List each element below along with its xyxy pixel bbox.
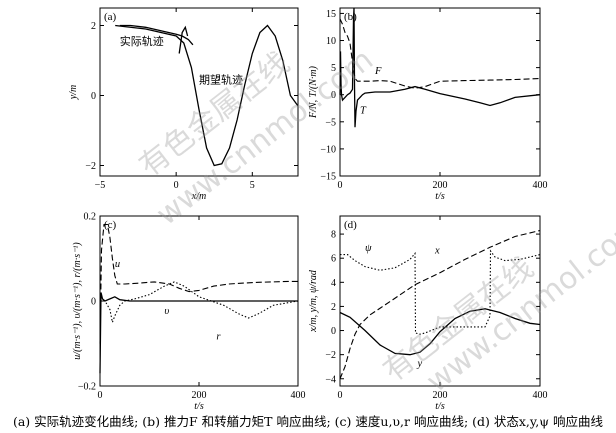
x-axis-label: t/s — [435, 191, 445, 202]
x-tick-label: 200 — [192, 390, 207, 401]
series-line-期望轨迹 — [115, 24, 299, 167]
series-line-segment-3 — [178, 25, 189, 54]
series-line-F — [339, 18, 541, 89]
x-axis-label: t/s — [435, 401, 445, 411]
y-tick-label: 2 — [91, 21, 96, 32]
y-tick-label: −5 — [325, 117, 336, 128]
x-tick-label: 200 — [433, 390, 448, 401]
series-line-实际轨迹 — [119, 24, 194, 46]
y-tick-label: 0 — [91, 297, 96, 308]
plot-frame — [99, 7, 299, 177]
series-line-T — [339, 7, 541, 128]
chart-panel-2 — [339, 7, 541, 177]
series-annotation: r — [216, 331, 221, 342]
series-line-υ — [99, 292, 298, 374]
x-tick-label: 400 — [291, 390, 306, 401]
y-tick-label: 10 — [326, 36, 336, 47]
y-tick-label: 6 — [331, 254, 336, 265]
series-line-y — [339, 308, 541, 356]
x-tick-label: 400 — [533, 390, 548, 401]
series-annotation: 实际轨迹 — [120, 34, 164, 48]
chart-panel-3 — [99, 215, 299, 387]
x-tick-label: 5 — [250, 180, 255, 191]
figure-caption: (a) 实际轨迹变化曲线; (b) 推力F 和转艏力矩T 响应曲线; (c) 速… — [12, 414, 604, 429]
chart-panel-4 — [339, 215, 541, 387]
y-tick-label: 2 — [331, 302, 336, 313]
panel-label: (b) — [344, 11, 357, 23]
y-tick-label: −4 — [325, 374, 336, 385]
series-line-r — [100, 281, 299, 325]
series-annotation: T — [360, 106, 367, 117]
y-axis-label: u/(m·s⁻¹), υ/(m·s⁻¹), r/(m·s⁻¹) — [72, 242, 83, 360]
panel-label: (c) — [104, 219, 117, 231]
series-annotation: F — [374, 66, 382, 77]
x-tick-label: −5 — [95, 180, 106, 191]
y-tick-label: 0.2 — [84, 212, 97, 223]
y-tick-label: 0 — [331, 326, 336, 337]
y-axis-label: y/m — [68, 85, 79, 100]
y-tick-label: 15 — [326, 9, 336, 20]
y-tick-label: 4 — [331, 278, 336, 289]
y-axis-label: F/N, T/(N·m) — [308, 65, 319, 119]
series-annotation: x — [434, 245, 440, 256]
panel-label: (a) — [104, 11, 117, 23]
series-line-u — [99, 223, 298, 344]
x-tick-label: 200 — [433, 180, 448, 191]
x-axis-label: t/s — [194, 401, 204, 411]
y-axis-label: x/m, y/m, ψ/rad — [308, 269, 319, 333]
x-tick-label: 0 — [338, 390, 343, 401]
panel-label: (d) — [344, 219, 357, 231]
y-tick-label: −10 — [320, 144, 336, 155]
series-annotation: υ — [164, 306, 169, 317]
y-tick-label: 0 — [331, 90, 336, 101]
y-tick-label: −15 — [320, 172, 336, 183]
series-annotation: u — [115, 259, 120, 270]
series-annotation: y — [417, 359, 423, 370]
y-tick-label: 0 — [91, 91, 96, 102]
y-tick-label: −2 — [325, 350, 336, 361]
y-tick-label: −0.2 — [78, 382, 96, 393]
plot-frame — [339, 215, 541, 387]
y-tick-label: −2 — [85, 161, 96, 172]
x-tick-label: 400 — [533, 180, 548, 191]
y-tick-label: 5 — [331, 63, 336, 74]
chart-panel-1 — [99, 7, 299, 177]
x-tick-label: 0 — [174, 180, 179, 191]
series-annotation: 期望轨迹 — [199, 72, 243, 86]
x-tick-label: 0 — [338, 180, 343, 191]
x-axis-label: x/m — [191, 191, 206, 202]
series-annotation: ψ — [365, 243, 372, 254]
series-line-x — [339, 229, 541, 380]
y-tick-label: 8 — [331, 230, 336, 241]
x-tick-label: 0 — [98, 390, 103, 401]
series-line-ψ — [340, 249, 541, 335]
